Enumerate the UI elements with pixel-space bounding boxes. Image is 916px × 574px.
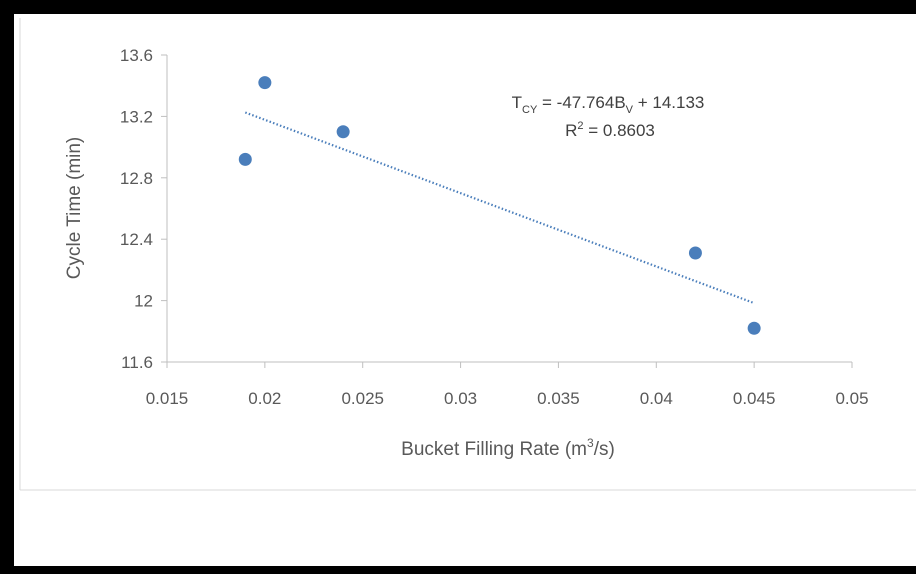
frame-left-band [0,0,14,574]
x-axis-title: Bucket Filling Rate (m3/s) [401,436,615,460]
data-point [238,152,252,166]
trendline [244,111,755,305]
x-tick-label: 0.025 [341,389,384,408]
data-points [238,76,761,335]
y-tick-label: 12 [134,292,153,311]
frame-bottom-band [0,566,916,574]
data-point [747,321,761,335]
y-tick-group: 11.6 12 12.4 12.8 13.2 13.6 [120,46,167,372]
x-tick-label: 0.045 [733,389,776,408]
data-point [336,125,350,139]
x-tick-label: 0.015 [146,389,189,408]
data-point [688,246,702,260]
y-tick-label: 12.8 [120,169,153,188]
y-tick-label: 11.6 [121,353,153,372]
y-axis-title: Cycle Time (min) [64,137,85,280]
frame-top-band [0,0,916,14]
x-tick-label: 0.03 [444,389,477,408]
x-tick-group: 0.015 0.02 0.025 0.03 0.035 0.04 0.045 0.05 [146,362,869,408]
x-tick-label: 0.05 [835,389,868,408]
x-tick-label: 0.04 [640,389,673,408]
r-squared-label: R2 = 0.8603 [565,120,655,140]
y-tick-label: 13.6 [120,46,153,65]
x-tick-label: 0.035 [537,389,580,408]
trendline-equation: TCY = -47.764BV + 14.133 [512,93,705,116]
x-tick-label: 0.02 [248,389,281,408]
axes-group [166,55,852,363]
y-tick-label: 13.2 [120,107,153,126]
y-tick-label: 12.4 [120,230,153,249]
chart-area-background [14,14,916,566]
data-point [258,76,272,90]
